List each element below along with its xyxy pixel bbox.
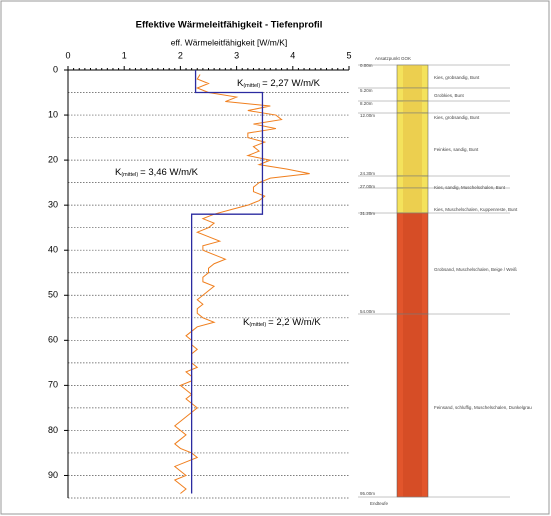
annotation-symbol: K bbox=[237, 78, 244, 89]
annotation-text: = 2,2 W/m/K bbox=[268, 317, 321, 328]
y-tick-label: 40 bbox=[48, 245, 58, 255]
annotation: K(mittel) = 2,2 W/m/K bbox=[243, 317, 321, 329]
y-tick-label: 50 bbox=[48, 290, 58, 300]
layer-description: Feinsand, schluffig, Muschelschalen, Dun… bbox=[434, 405, 532, 410]
borehole-end-depth: 95.00m bbox=[360, 491, 375, 496]
layer-depth: 27.00m bbox=[360, 184, 375, 189]
y-tick-label: 10 bbox=[48, 109, 58, 119]
annotation: K(mittel) = 2,27 W/m/K bbox=[237, 78, 321, 90]
x-axis-label: eff. Wärmeleitfähigkeit [W/m/K] bbox=[171, 37, 288, 47]
borehole-pattern bbox=[403, 65, 422, 88]
layer-description: Kies, sandig, Muschelschalen, Bunt bbox=[434, 185, 506, 190]
x-tick-label: 3 bbox=[234, 50, 239, 60]
layer-depth: 0.00m bbox=[360, 63, 373, 68]
layer-depth: 12.00m bbox=[360, 113, 375, 118]
borehole-pattern bbox=[403, 188, 422, 213]
x-tick-label: 1 bbox=[122, 50, 127, 60]
borehole-pattern bbox=[403, 176, 422, 188]
borehole-footer: Endteufe bbox=[370, 501, 389, 506]
annotation-symbol: K bbox=[115, 167, 122, 178]
x-tick-label: 4 bbox=[290, 50, 295, 60]
y-tick-label: 20 bbox=[48, 154, 58, 164]
layer-depth: 31.20m bbox=[360, 211, 375, 216]
profile-line bbox=[190, 70, 264, 494]
y-tick-label: 0 bbox=[53, 64, 58, 74]
annotation-sub: (mittel) bbox=[243, 83, 260, 89]
annotation-text: = 2,27 W/m/K bbox=[262, 78, 320, 89]
layer-description: Grobsand, Muschelschalen, Beige / Weiß bbox=[434, 267, 517, 272]
profile-line bbox=[173, 74, 310, 494]
layer-depth: 54.00m bbox=[360, 309, 375, 314]
layer-depth: 5.20m bbox=[360, 88, 373, 93]
y-tick-label: 60 bbox=[48, 335, 58, 345]
y-tick-label: 70 bbox=[48, 380, 58, 390]
x-tick-label: 2 bbox=[178, 50, 183, 60]
layer-description: Grobkies, Bunt bbox=[434, 93, 465, 98]
annotation: K(mittel) = 3,46 W/m/K bbox=[115, 167, 199, 179]
y-tick-label: 80 bbox=[48, 425, 58, 435]
x-tick-label: 5 bbox=[346, 50, 351, 60]
y-tick-label: 30 bbox=[48, 200, 58, 210]
borehole-pattern bbox=[403, 113, 422, 176]
x-tick-label: 0 bbox=[65, 50, 70, 60]
annotation-sub: (mittel) bbox=[249, 322, 266, 328]
annotation-symbol: K bbox=[243, 317, 250, 328]
layer-description: Feinkies, sandig, Bunt bbox=[434, 147, 479, 152]
y-tick-label: 90 bbox=[48, 470, 58, 480]
chart-title: Effektive Wärmeleitfähigkeit - Tiefenpro… bbox=[136, 20, 323, 31]
annotation-text: = 3,46 W/m/K bbox=[140, 167, 198, 178]
annotation-sub: (mittel) bbox=[121, 172, 138, 178]
layer-description: Kies, grobsandig, Bunt bbox=[434, 115, 480, 120]
layer-depth: 24.30m bbox=[360, 171, 375, 176]
borehole-header: Ansatzpunkt GOK bbox=[375, 56, 411, 61]
borehole-pattern bbox=[403, 101, 422, 113]
borehole-pattern bbox=[403, 314, 422, 497]
borehole-pattern bbox=[403, 88, 422, 101]
layer-depth: 8.20m bbox=[360, 101, 373, 106]
borehole-pattern bbox=[403, 213, 422, 314]
layer-description: Kies, Muschelschalen, Kuppenreste, Bunt bbox=[434, 207, 518, 212]
layer-description: Kies, grobsandig, Bunt bbox=[434, 75, 480, 80]
